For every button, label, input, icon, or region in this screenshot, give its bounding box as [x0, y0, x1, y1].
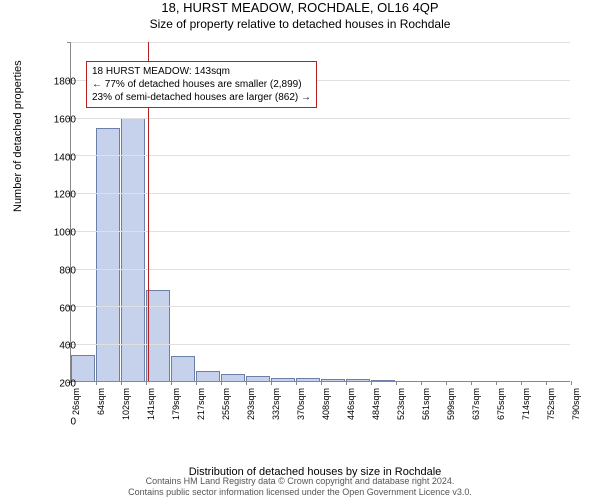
y-tick-label: 200 — [59, 379, 76, 390]
x-tick — [546, 381, 547, 385]
bar — [146, 290, 170, 381]
x-tick-label: 675sqm — [496, 388, 506, 420]
x-tick — [521, 381, 522, 385]
gridline — [71, 306, 570, 307]
x-tick — [496, 381, 497, 385]
x-tick-label: 26sqm — [71, 388, 81, 415]
x-tick-label: 637sqm — [471, 388, 481, 420]
x-tick — [121, 381, 122, 385]
bar — [271, 378, 295, 381]
x-tick — [171, 381, 172, 385]
page-title: 18, HURST MEADOW, ROCHDALE, OL16 4QP — [0, 0, 600, 15]
copyright: Contains HM Land Registry data © Crown c… — [0, 476, 600, 498]
gridline — [71, 118, 570, 119]
x-tick — [571, 381, 572, 385]
annotation-line: 23% of semi-detached houses are larger (… — [92, 91, 311, 104]
x-tick — [396, 381, 397, 385]
y-tick-label: 1000 — [54, 228, 76, 239]
gridline — [71, 269, 570, 270]
x-tick-label: 714sqm — [521, 388, 531, 420]
x-tick-label: 523sqm — [396, 388, 406, 420]
x-tick-label: 141sqm — [146, 388, 156, 420]
x-tick — [321, 381, 322, 385]
x-tick — [196, 381, 197, 385]
annotation-line: ← 77% of detached houses are smaller (2,… — [92, 78, 311, 91]
x-tick — [371, 381, 372, 385]
annotation-box: 18 HURST MEADOW: 143sqm← 77% of detached… — [86, 61, 317, 108]
x-tick-label: 102sqm — [121, 388, 131, 420]
y-tick-label: 600 — [59, 303, 76, 314]
copyright-line1: Contains HM Land Registry data © Crown c… — [0, 476, 600, 487]
bar — [296, 378, 320, 381]
x-tick — [146, 381, 147, 385]
x-tick-label: 561sqm — [421, 388, 431, 420]
x-tick-label: 446sqm — [346, 388, 356, 420]
x-tick — [471, 381, 472, 385]
bar — [171, 356, 195, 381]
x-tick-label: 179sqm — [171, 388, 181, 420]
bar — [346, 379, 370, 381]
bar — [321, 379, 345, 381]
y-tick-label: 0 — [70, 417, 76, 428]
x-tick-label: 790sqm — [571, 388, 581, 420]
x-tick-label: 332sqm — [271, 388, 281, 420]
y-axis-label: Number of detached properties — [12, 60, 24, 212]
x-tick — [421, 381, 422, 385]
bar — [371, 380, 395, 381]
x-tick-label: 752sqm — [546, 388, 556, 420]
y-tick — [67, 42, 71, 43]
bar — [96, 128, 120, 381]
bar — [196, 371, 220, 381]
gridline — [71, 231, 570, 232]
page-subtitle: Size of property relative to detached ho… — [0, 17, 600, 31]
bar — [121, 118, 145, 381]
gridline — [71, 193, 570, 194]
y-tick-label: 1200 — [54, 190, 76, 201]
gridline — [71, 155, 570, 156]
x-tick — [246, 381, 247, 385]
x-tick-label: 484sqm — [371, 388, 381, 420]
bar — [71, 355, 95, 381]
x-tick — [296, 381, 297, 385]
y-tick-label: 1400 — [54, 152, 76, 163]
annotation-line: 18 HURST MEADOW: 143sqm — [92, 65, 311, 78]
gridline — [71, 42, 570, 43]
x-tick-label: 408sqm — [321, 388, 331, 420]
y-tick-label: 800 — [59, 265, 76, 276]
x-tick-label: 64sqm — [96, 388, 106, 415]
chart-container: Number of detached properties 26sqm64sqm… — [50, 42, 580, 422]
x-tick-label: 370sqm — [296, 388, 306, 420]
bar — [246, 376, 270, 381]
x-tick — [346, 381, 347, 385]
bar — [221, 374, 245, 381]
x-tick-label: 255sqm — [221, 388, 231, 420]
x-tick — [96, 381, 97, 385]
y-tick-label: 1800 — [54, 77, 76, 88]
x-tick — [271, 381, 272, 385]
x-tick-label: 217sqm — [196, 388, 206, 420]
copyright-line2: Contains public sector information licen… — [0, 487, 600, 498]
x-tick-label: 599sqm — [446, 388, 456, 420]
y-tick-label: 400 — [59, 341, 76, 352]
gridline — [71, 344, 570, 345]
y-tick-label: 1600 — [54, 114, 76, 125]
x-tick-label: 293sqm — [246, 388, 256, 420]
x-tick — [221, 381, 222, 385]
plot-area: 26sqm64sqm102sqm141sqm179sqm217sqm255sqm… — [70, 42, 570, 382]
x-tick — [446, 381, 447, 385]
